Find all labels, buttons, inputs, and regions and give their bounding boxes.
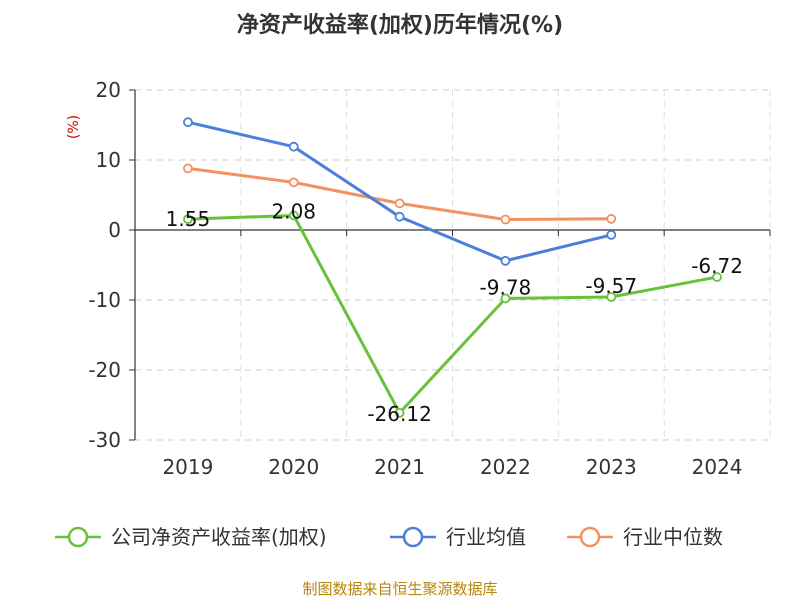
data-label: -9.78 [480, 275, 532, 299]
y-tick-label: 10 [96, 148, 121, 172]
data-point [288, 210, 299, 221]
data-point [288, 141, 299, 152]
data-point [712, 272, 722, 282]
series-line-0 [187, 213, 718, 415]
grid-lines [135, 89, 771, 441]
legend-item-1[interactable]: 行业均值 [446, 525, 526, 549]
data-point [183, 117, 193, 128]
data-label: -6.72 [691, 254, 743, 278]
legend[interactable]: 公司净资产收益率(加权) 行业均值 行业中位数 [55, 525, 723, 549]
x-tick-label-2024: 2024 [692, 455, 743, 479]
data-point [606, 292, 617, 302]
data-labels: 1.55 2.08 -26.12 -9.78 -9.57 -6.72 [166, 199, 743, 425]
data-label: 1.55 [166, 207, 211, 231]
y-axis-unit-label: (%) [66, 115, 82, 139]
data-label: -9.57 [585, 274, 637, 298]
data-point [500, 255, 511, 266]
data-point [394, 407, 405, 418]
data-point [500, 293, 511, 304]
y-tick-label: 0 [108, 218, 121, 242]
y-tick-label: 20 [96, 78, 121, 102]
legend-marker-1 [402, 526, 424, 548]
chart-title: 净资产收益率(加权)历年情况(%) [237, 12, 563, 38]
data-point [500, 214, 511, 225]
y-tick-label: -20 [88, 358, 121, 382]
data-label: 2.08 [271, 199, 316, 223]
data-source-note: 制图数据来自恒生聚源数据库 [302, 580, 497, 598]
legend-marker-0 [67, 526, 89, 548]
legend-item-0[interactable]: 公司净资产收益率(加权) [111, 525, 327, 549]
data-point [606, 229, 617, 240]
data-point [183, 163, 193, 174]
x-tick-label-2019: 2019 [162, 455, 213, 479]
legend-item-2[interactable]: 行业中位数 [623, 525, 723, 549]
series-lines [183, 117, 722, 418]
x-tick-label-2022: 2022 [480, 455, 531, 479]
x-tick-label-2020: 2020 [268, 455, 319, 479]
data-point [288, 177, 299, 188]
data-point [394, 198, 405, 209]
x-tick-label-2023: 2023 [586, 455, 637, 479]
data-point [183, 214, 193, 225]
data-label: -26.12 [367, 402, 431, 426]
y-tick-label: -10 [88, 288, 121, 312]
y-tick-label: -30 [88, 428, 121, 452]
axes: 20 10 0 -10 -20 -30 2019 2020 2021 2022 2023 2024 [88, 78, 771, 479]
x-tick-label-2021: 2021 [374, 455, 425, 479]
data-point [394, 211, 405, 222]
legend-marker-2 [579, 526, 601, 548]
series-line-1 [187, 120, 612, 263]
data-point [606, 213, 617, 224]
